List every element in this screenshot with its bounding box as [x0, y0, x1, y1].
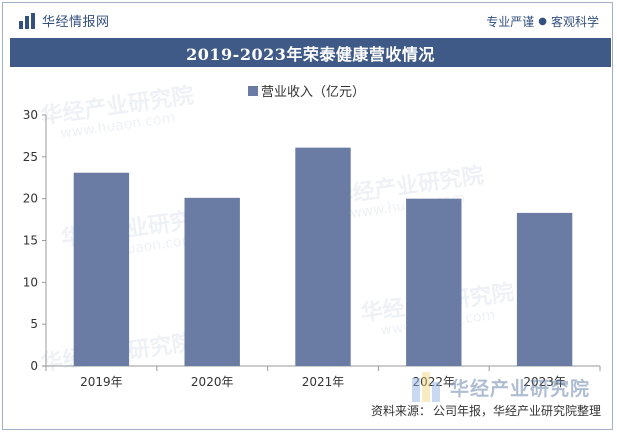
x-tick-label: 2021年 — [302, 375, 345, 389]
x-tick-label: 2020年 — [191, 375, 234, 389]
bar — [295, 147, 351, 366]
brand-logo: 华经情报网 — [18, 11, 110, 30]
bar — [516, 212, 573, 366]
y-tick-label: 0 — [30, 359, 38, 373]
y-tick-label: 10 — [23, 275, 38, 289]
x-tick-label: 2019年 — [80, 375, 123, 389]
y-tick-label: 20 — [23, 192, 38, 206]
bar — [184, 197, 240, 366]
source-label: 资料来源： — [370, 404, 431, 418]
slogan: 专业严谨 ● 客观科学 — [486, 13, 599, 30]
title-bar: 2019-2023年荣泰健康营收情况 — [10, 38, 611, 67]
legend-label: 营业收入（亿元） — [261, 85, 365, 100]
y-tick-label: 30 — [23, 108, 38, 122]
source-text: 公司年报，华经产业研究院整理 — [432, 404, 601, 418]
y-tick-label: 25 — [23, 150, 38, 164]
logo-text: 华经情报网 — [42, 15, 110, 30]
bar — [406, 198, 462, 366]
corner-watermark: 华经产业研究院 — [410, 372, 590, 402]
top-bar: 华经情报网 专业严谨 ● 客观科学 — [2, 2, 613, 38]
watermark-logo-icon — [412, 372, 440, 402]
y-tick-label: 5 — [30, 317, 38, 331]
y-tick-label: 15 — [23, 234, 38, 248]
bar — [73, 172, 130, 366]
corner-watermark-text: 华经产业研究院 — [450, 377, 591, 400]
x-tick-label: 2023年 — [523, 375, 566, 389]
bar-logo-icon — [19, 12, 35, 29]
bullet-dot-icon: ● — [538, 16, 547, 27]
chart-title: 2019-2023年荣泰健康营收情况 — [186, 44, 435, 64]
slogan-right: 客观科学 — [550, 15, 599, 29]
slogan-left: 专业严谨 — [486, 15, 535, 29]
legend-swatch — [248, 86, 258, 96]
source-note: 资料来源： 公司年报，华经产业研究院整理 — [371, 402, 601, 419]
